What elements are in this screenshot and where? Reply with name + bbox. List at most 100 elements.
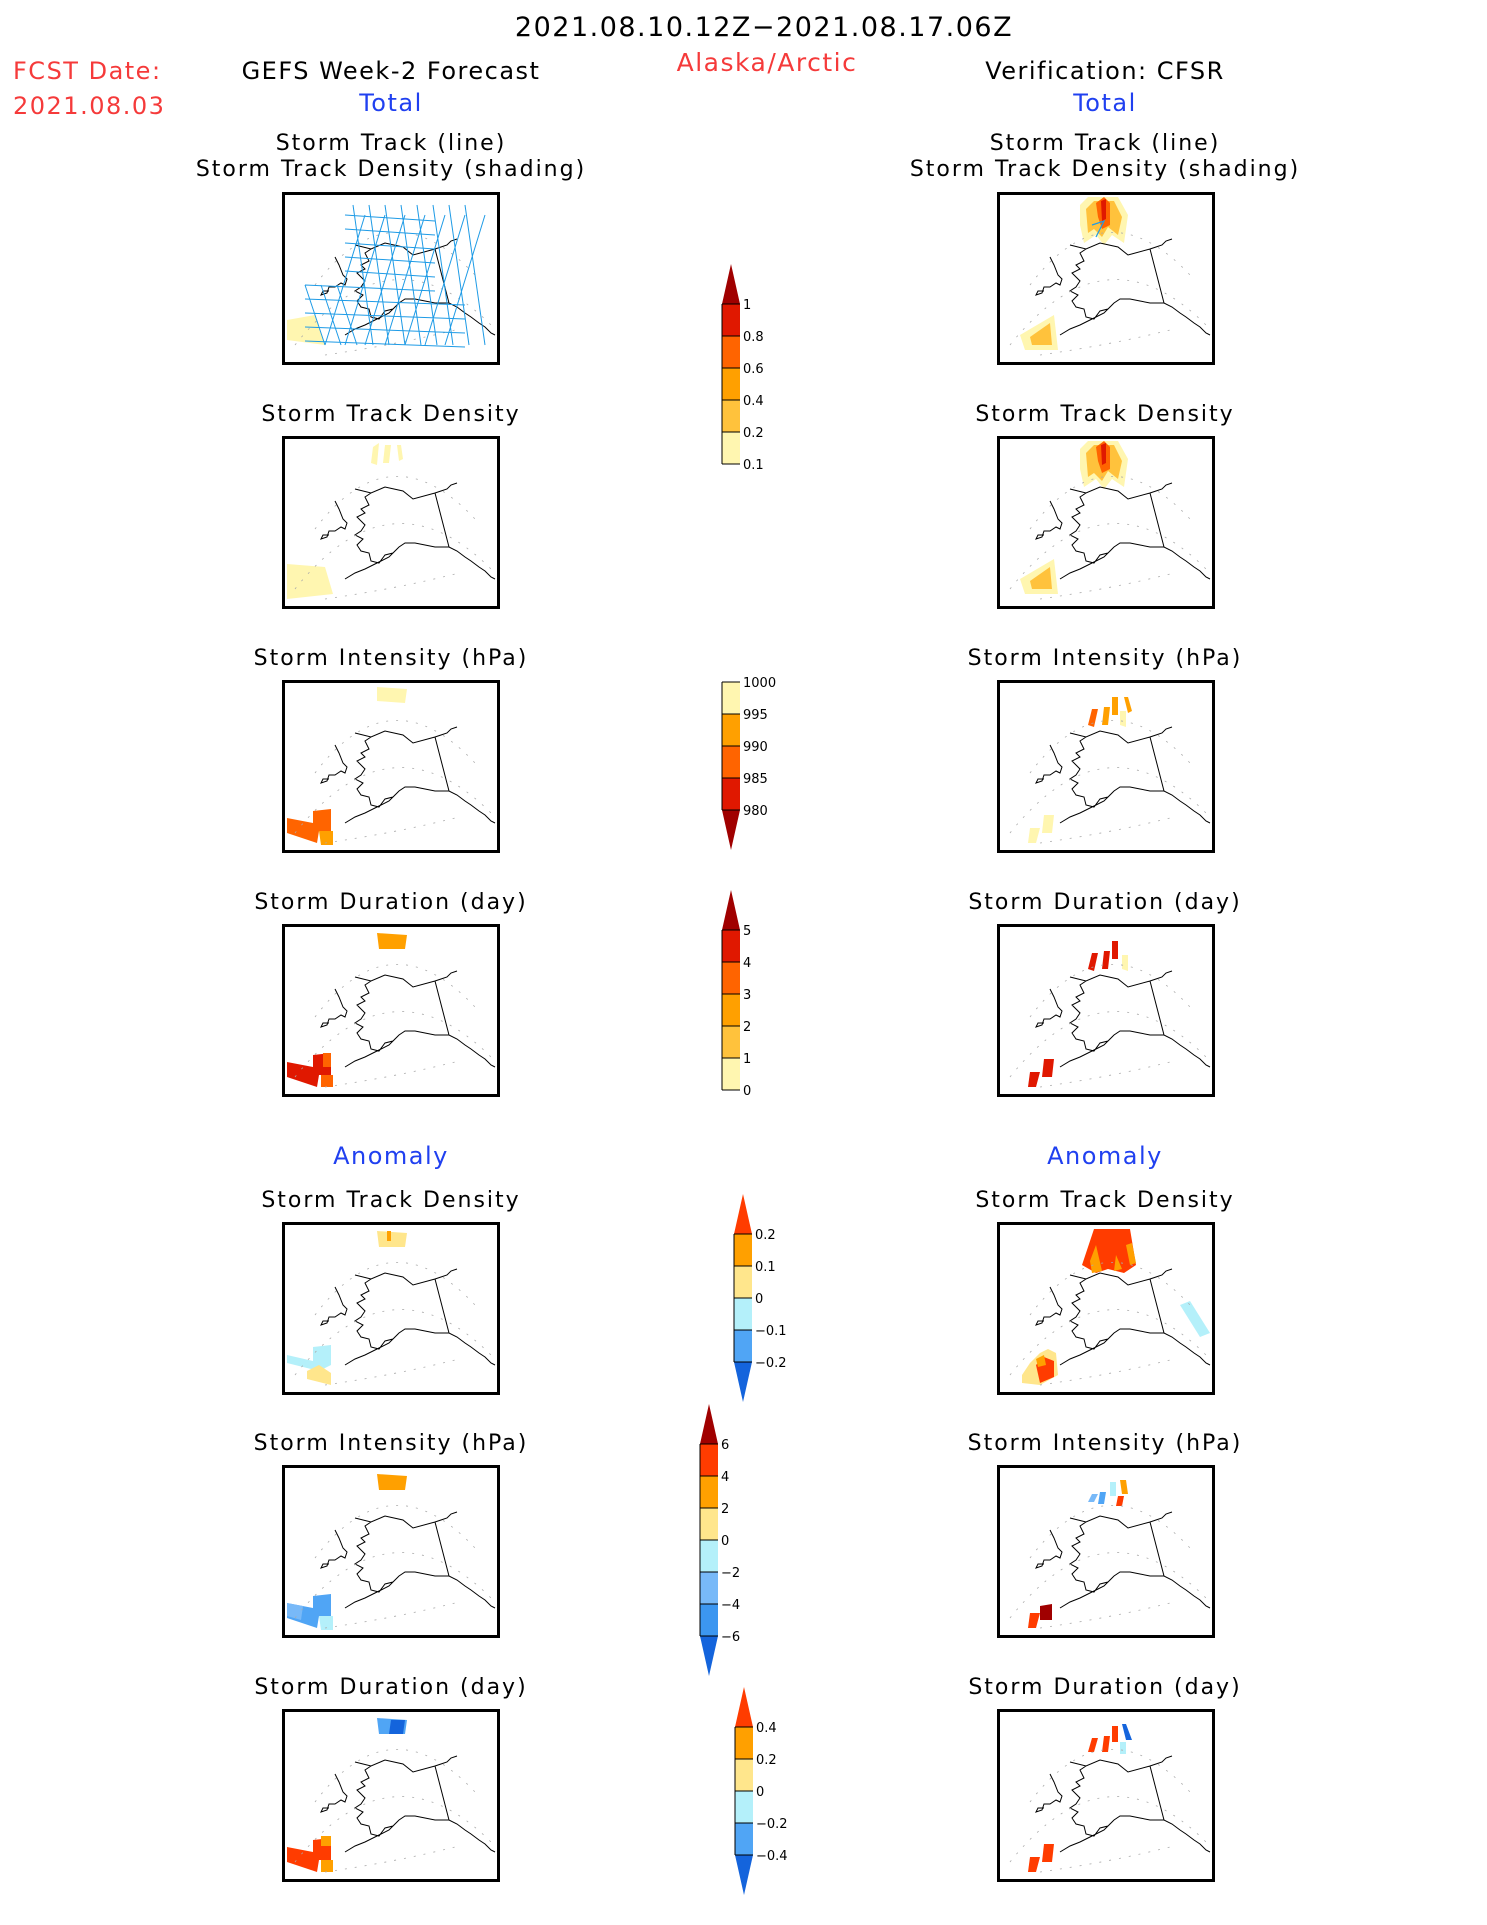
colorbar-tick-label: 1 xyxy=(743,298,751,313)
colorbar-segment xyxy=(700,1476,718,1508)
colorbar-segment xyxy=(700,1572,718,1604)
colorbar-track-density: 0.1 0.2 0.4 0.6 0.8 1 xyxy=(721,264,782,473)
colorbar-tick-label: −0.4 xyxy=(756,1849,788,1864)
colorbar-tick-label: 2 xyxy=(721,1502,729,1517)
colorbar-tick-label: 0.8 xyxy=(743,330,764,345)
colorbar-segment xyxy=(734,1298,752,1330)
colorbar-top-arrow xyxy=(734,1194,752,1234)
map-forecast-duration xyxy=(282,924,500,1097)
shaded-region xyxy=(287,1838,331,1872)
colorbar-tick-label: 0 xyxy=(755,1292,763,1307)
colorbar-tick-label: 0.2 xyxy=(743,426,764,441)
colorbar-tick-label: 2 xyxy=(743,1020,751,1035)
colorbar-tick-label: −2 xyxy=(721,1566,740,1581)
shaded-region xyxy=(287,564,333,599)
title-track-shading: Storm Track Density (shading) xyxy=(195,157,587,182)
coastline xyxy=(320,726,496,824)
colorbar-bottom-arrow xyxy=(700,1636,718,1676)
shaded-region xyxy=(1088,709,1098,727)
colorbar-tick-label: 0 xyxy=(756,1785,764,1800)
shaded-region xyxy=(1102,707,1110,725)
latitude-circle xyxy=(324,817,456,844)
fcst-date-value: 2021.08.03 xyxy=(13,92,166,120)
forecast-column-title: GEFS Week-2 Forecast xyxy=(241,57,541,85)
map-forecast-anom-duration xyxy=(282,1709,500,1882)
colorbar-tick-label: −6 xyxy=(721,1630,740,1645)
latitude-circle xyxy=(1029,1748,1191,1803)
colorbar-segment xyxy=(734,1330,752,1362)
shaded-region xyxy=(1028,1613,1040,1628)
shaded-region xyxy=(287,1053,331,1087)
colorbar-tick-label: 0.6 xyxy=(743,362,764,377)
colorbar-segment xyxy=(735,1759,753,1791)
colorbar-segment xyxy=(700,1444,718,1476)
shaded-region xyxy=(1090,1245,1102,1273)
map-anom-density-forecast xyxy=(287,1231,496,1386)
latitude-circle xyxy=(1039,329,1171,356)
shaded-region xyxy=(1180,1301,1210,1337)
shaded-region xyxy=(1122,955,1128,971)
coastline xyxy=(320,1511,496,1609)
panel-title-density-verif: Storm Track Density xyxy=(975,402,1235,427)
colorbar-segment xyxy=(722,962,740,994)
latitude-circle xyxy=(314,963,476,1018)
latitude-circle xyxy=(324,1359,456,1386)
map-track-forecast xyxy=(287,204,496,356)
shaded-region xyxy=(371,443,379,465)
map-density-verif xyxy=(1009,441,1211,600)
latitude-circle xyxy=(1029,1261,1191,1316)
colorbar-tick-label: 980 xyxy=(743,804,768,819)
shaded-region xyxy=(1122,1724,1132,1740)
colorbar-svg: 0 1 2 3 4 5 xyxy=(721,890,751,1099)
coastline xyxy=(320,970,496,1068)
map-duration-verif xyxy=(1009,941,1211,1088)
colorbar-segment xyxy=(700,1540,718,1572)
colorbar-segment xyxy=(735,1791,753,1823)
colorbar-svg: −0.2 −0.1 0 0.1 0.2 xyxy=(733,1194,787,1402)
colorbar-segment xyxy=(722,994,740,1026)
shaded-region xyxy=(387,1231,391,1241)
panel-title-anom-intensity-verif: Storm Intensity (hPa) xyxy=(967,1431,1243,1456)
panel-title-anom-duration: Storm Duration (day) xyxy=(254,1675,528,1700)
panel-title-duration: Storm Duration (day) xyxy=(254,890,528,915)
shaded-region xyxy=(1042,1844,1054,1862)
shaded-region xyxy=(1112,697,1118,715)
shaded-region xyxy=(1088,1738,1098,1752)
verification-column-title: Verification: CFSR xyxy=(985,57,1225,85)
shaded-region xyxy=(1112,941,1118,959)
colorbar-anom-intensity: −6 −4 −2 0 2 4 6 xyxy=(699,1404,760,1680)
colorbar-segment xyxy=(735,1823,753,1855)
colorbar-tick-label: 5 xyxy=(743,924,751,939)
colorbar-segment xyxy=(700,1604,718,1636)
shaded-region xyxy=(1120,1742,1126,1754)
colorbar-segment xyxy=(722,714,740,746)
colorbar-bottom-arrow xyxy=(734,1362,752,1402)
map-anom-density-verif xyxy=(1009,1229,1211,1386)
shaded-region xyxy=(287,1603,303,1620)
colorbar-tick-label: 0.1 xyxy=(743,458,764,473)
colorbar-tick-label: 0 xyxy=(743,1084,751,1099)
latitude-circle xyxy=(1009,1011,1207,1078)
period-title: 2021.08.10.12Z−2021.08.17.06Z xyxy=(514,12,1014,43)
colorbar-tick-label: 0.4 xyxy=(756,1721,777,1736)
latitude-circle xyxy=(324,573,456,600)
shaded-region xyxy=(397,445,403,461)
map-anom-duration-verif xyxy=(1009,1724,1211,1873)
shaded-region xyxy=(377,933,407,949)
shaded-region xyxy=(377,687,407,703)
shaded-region xyxy=(1028,1072,1040,1087)
coastline xyxy=(1035,1511,1211,1609)
colorbar-segment xyxy=(722,336,740,368)
shaded-region xyxy=(377,1231,407,1247)
colorbar-intensity: 980 985 990 995 1000 xyxy=(721,676,782,854)
coastline xyxy=(1035,726,1211,824)
colorbar-tick-label: 3 xyxy=(743,988,751,1003)
map-forecast-anom-density xyxy=(282,1222,500,1395)
colorbar-segment xyxy=(722,930,740,962)
shaded-region xyxy=(1030,323,1052,345)
map-forecast-density xyxy=(282,436,500,609)
panel-title-track-verif: Storm Track (line) Storm Track Density (s… xyxy=(910,131,1300,183)
total-label-right: Total xyxy=(1073,89,1137,117)
shaded-region xyxy=(319,1616,333,1630)
colorbar-top-arrow xyxy=(735,1687,753,1727)
